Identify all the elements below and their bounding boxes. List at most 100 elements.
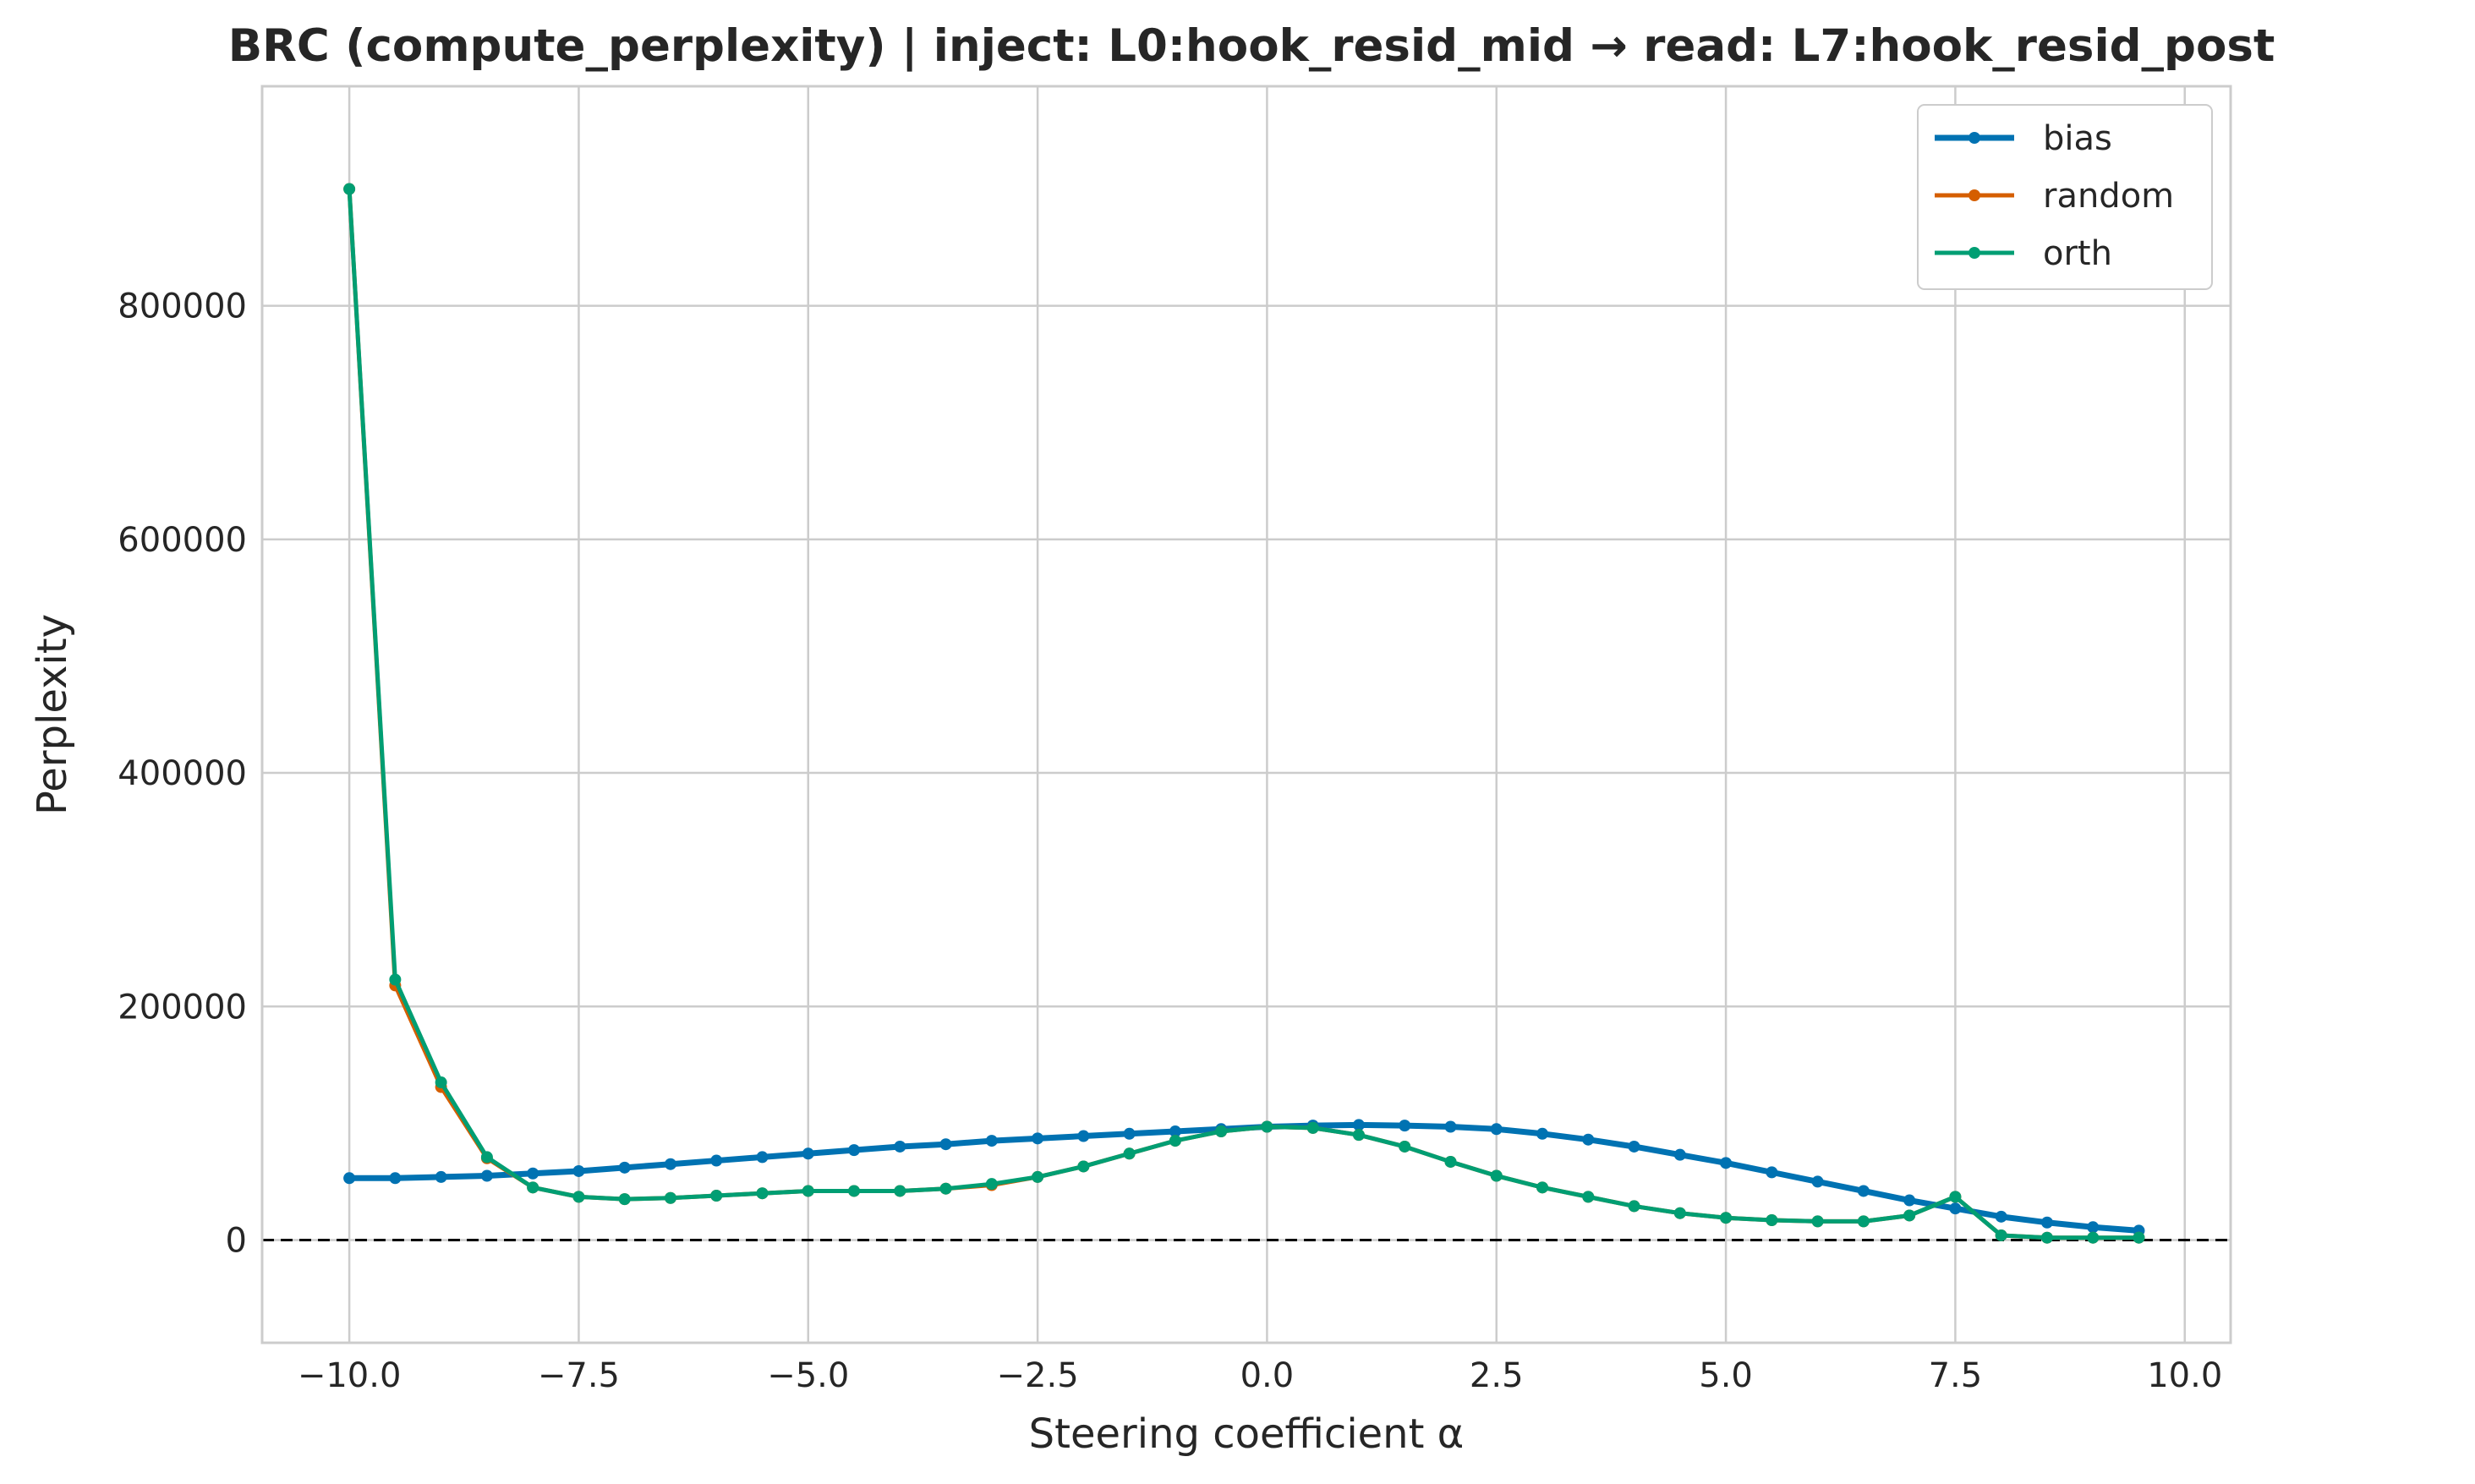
data-point-orth bbox=[618, 1193, 631, 1206]
data-point-bias bbox=[2040, 1216, 2053, 1229]
data-point-orth bbox=[343, 183, 356, 195]
data-point-orth bbox=[1995, 1229, 2007, 1241]
y-tick-label: 200000 bbox=[118, 988, 247, 1027]
data-point-bias bbox=[1995, 1210, 2007, 1223]
data-point-bias bbox=[1720, 1157, 1733, 1169]
data-point-orth bbox=[664, 1191, 676, 1204]
data-point-orth bbox=[1766, 1213, 1778, 1226]
data-point-bias bbox=[710, 1154, 723, 1167]
data-point-orth bbox=[1720, 1212, 1733, 1224]
x-axis-label: Steering coefficient α bbox=[1029, 1410, 1465, 1458]
data-point-orth bbox=[389, 973, 402, 986]
data-point-bias bbox=[1628, 1140, 1640, 1153]
x-tick-label: 5.0 bbox=[1699, 1356, 1753, 1395]
x-tick-label: 0.0 bbox=[1240, 1356, 1295, 1395]
data-point-orth bbox=[1352, 1129, 1365, 1142]
data-point-bias bbox=[480, 1169, 493, 1182]
y-axis-label: Perplexity bbox=[29, 614, 76, 815]
data-point-bias bbox=[756, 1151, 769, 1164]
data-point-orth bbox=[1032, 1170, 1044, 1183]
plot-area bbox=[262, 86, 2231, 1343]
data-point-bias bbox=[1536, 1127, 1549, 1140]
data-point-bias bbox=[848, 1144, 861, 1157]
data-point-bias bbox=[618, 1161, 631, 1174]
data-point-orth bbox=[2087, 1231, 2100, 1244]
data-point-orth bbox=[1490, 1169, 1503, 1182]
data-point-orth bbox=[2133, 1231, 2145, 1244]
y-tick-labels: 0 200000 400000 600000 800000 bbox=[118, 287, 247, 1261]
data-point-orth bbox=[1857, 1215, 1870, 1228]
data-point-bias bbox=[1811, 1175, 1824, 1188]
data-point-bias bbox=[1032, 1132, 1044, 1145]
data-point-orth bbox=[1399, 1140, 1411, 1153]
data-point-bias bbox=[1352, 1119, 1365, 1131]
data-point-bias bbox=[435, 1170, 447, 1183]
x-tick-labels: −10.0 −7.5 −5.0 −2.5 0.0 2.5 5.0 7.5 10.0 bbox=[298, 1356, 2222, 1395]
data-point-bias bbox=[1766, 1166, 1778, 1179]
legend: bias random orth bbox=[1917, 104, 2213, 290]
data-point-orth bbox=[435, 1076, 447, 1089]
data-point-bias bbox=[389, 1172, 402, 1185]
data-point-bias bbox=[1169, 1125, 1181, 1138]
x-tick-label: −10.0 bbox=[298, 1356, 402, 1395]
data-point-orth bbox=[1811, 1215, 1824, 1228]
legend-label-bias: bias bbox=[2043, 119, 2112, 158]
data-point-orth bbox=[527, 1181, 539, 1194]
series-layer bbox=[343, 183, 2145, 1244]
data-point-orth bbox=[848, 1185, 861, 1197]
data-point-orth bbox=[1949, 1191, 1962, 1203]
legend-marker-orth bbox=[1969, 247, 1980, 259]
data-point-bias bbox=[1123, 1127, 1136, 1140]
data-point-bias bbox=[1490, 1123, 1503, 1136]
data-point-orth bbox=[1903, 1209, 1916, 1222]
chart-title: BRC (compute_perplexity) | inject: L0:ho… bbox=[228, 20, 2275, 72]
data-point-bias bbox=[1673, 1148, 1686, 1161]
x-tick-label: −2.5 bbox=[997, 1356, 1079, 1395]
data-point-orth bbox=[1582, 1191, 1595, 1203]
data-point-bias bbox=[664, 1158, 676, 1170]
legend-label-orth: orth bbox=[2043, 234, 2112, 273]
y-tick-label: 800000 bbox=[118, 287, 247, 326]
data-point-bias bbox=[1399, 1120, 1411, 1132]
data-point-bias bbox=[2087, 1221, 2100, 1234]
data-point-orth bbox=[1169, 1135, 1181, 1147]
data-point-orth bbox=[1536, 1181, 1549, 1194]
data-point-orth bbox=[1306, 1121, 1319, 1134]
data-point-bias bbox=[939, 1138, 952, 1151]
data-point-orth bbox=[1215, 1125, 1228, 1138]
plot-frame bbox=[260, 85, 2232, 1344]
data-point-orth bbox=[710, 1189, 723, 1202]
data-point-orth bbox=[2040, 1231, 2053, 1244]
legend-marker-bias bbox=[1969, 132, 1980, 144]
data-point-bias bbox=[894, 1140, 906, 1153]
x-tick-label: 2.5 bbox=[1470, 1356, 1524, 1395]
data-point-bias bbox=[343, 1172, 356, 1185]
data-point-bias bbox=[1903, 1194, 1916, 1207]
data-point-orth bbox=[894, 1185, 906, 1197]
data-point-bias bbox=[572, 1164, 585, 1177]
data-point-orth bbox=[1673, 1207, 1686, 1219]
data-point-bias bbox=[1444, 1120, 1457, 1133]
series-orth bbox=[343, 183, 2145, 1244]
data-point-bias bbox=[1077, 1130, 1090, 1142]
data-point-orth bbox=[802, 1185, 814, 1197]
y-tick-label: 400000 bbox=[118, 754, 247, 793]
x-tick-label: −7.5 bbox=[538, 1356, 620, 1395]
series-line-orth bbox=[347, 187, 2141, 1240]
legend-label-random: random bbox=[2043, 177, 2174, 216]
data-point-orth bbox=[985, 1178, 998, 1191]
data-point-orth bbox=[756, 1187, 769, 1200]
y-tick-label: 600000 bbox=[118, 521, 247, 560]
data-point-bias bbox=[1857, 1185, 1870, 1197]
data-point-orth bbox=[1444, 1155, 1457, 1168]
data-point-orth bbox=[1123, 1147, 1136, 1160]
data-point-orth bbox=[1628, 1200, 1640, 1213]
data-point-bias bbox=[985, 1135, 998, 1147]
x-tick-label: 7.5 bbox=[1929, 1356, 1983, 1395]
data-point-orth bbox=[1261, 1120, 1273, 1133]
data-point-bias bbox=[1582, 1133, 1595, 1146]
x-tick-label: −5.0 bbox=[767, 1356, 849, 1395]
data-point-bias bbox=[527, 1167, 539, 1180]
data-point-bias bbox=[1949, 1202, 1962, 1215]
